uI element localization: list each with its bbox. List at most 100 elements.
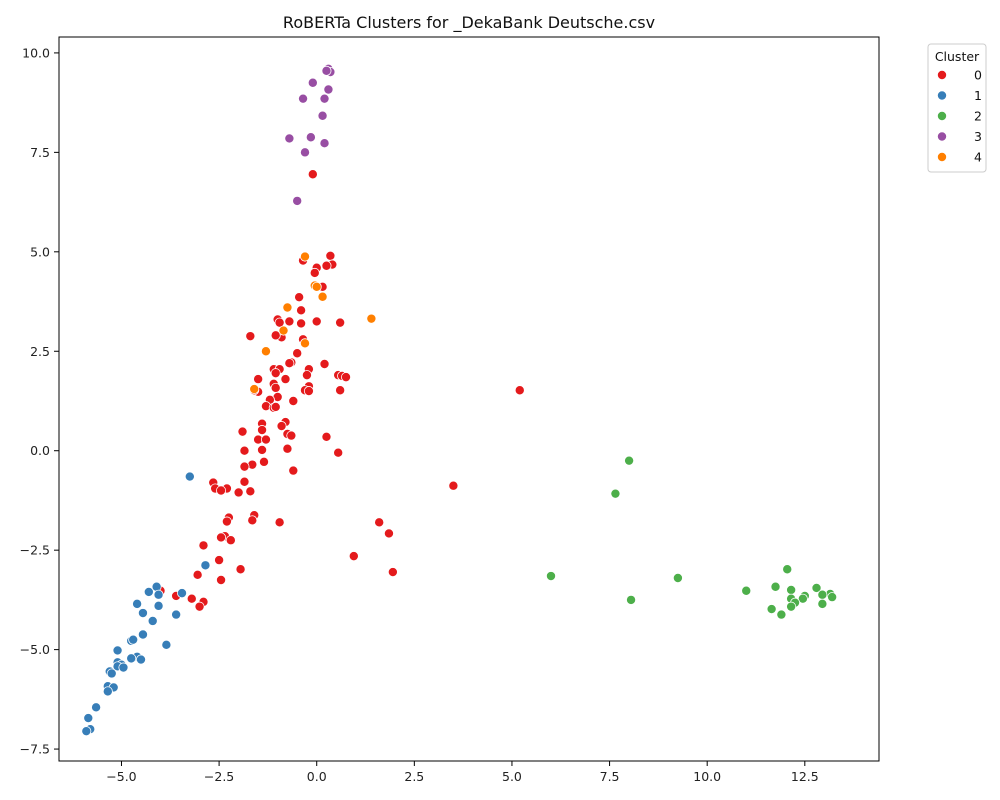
point-cluster-0-10 xyxy=(296,318,307,329)
point-cluster-0-28 xyxy=(270,368,281,379)
x-tick-label-1: −2.5 xyxy=(204,769,234,784)
legend-entries: 0 1 2 3 4 xyxy=(937,68,982,165)
legend-label-0: 0 xyxy=(974,68,982,83)
point-cluster-3-10 xyxy=(319,138,330,149)
point-cluster-0-47 xyxy=(270,401,281,412)
point-cluster-0-56 xyxy=(260,434,271,445)
chart-title: RoBERTa Clusters for _DekaBank Deutsche.… xyxy=(283,13,655,33)
point-cluster-0-51 xyxy=(257,425,268,436)
point-cluster-4-0 xyxy=(299,251,310,262)
legend-label-1: 1 xyxy=(974,88,982,103)
point-cluster-0-38 xyxy=(303,386,314,397)
point-cluster-4-7 xyxy=(299,338,310,349)
y-tick-label-4: 2.5 xyxy=(30,344,50,359)
point-cluster-0-61 xyxy=(333,447,344,458)
point-cluster-0-77 xyxy=(274,517,285,528)
point-cluster-1-13 xyxy=(128,634,139,645)
point-cluster-2-18 xyxy=(817,598,828,609)
legend: Cluster 0 1 2 3 4 xyxy=(927,43,987,173)
point-cluster-0-72 xyxy=(245,486,256,497)
point-cluster-0-80 xyxy=(225,535,236,546)
point-cluster-0-16 xyxy=(245,331,256,342)
point-cluster-0-31 xyxy=(340,372,351,383)
point-cluster-0-93 xyxy=(383,528,394,539)
point-cluster-1-28 xyxy=(91,702,102,713)
point-cluster-0-67 xyxy=(239,476,250,487)
point-cluster-2-15 xyxy=(817,589,828,600)
point-cluster-1-14 xyxy=(161,639,172,650)
point-cluster-2-1 xyxy=(610,488,621,499)
point-cluster-0-79 xyxy=(216,532,227,543)
point-cluster-0-11 xyxy=(284,316,295,327)
point-cluster-0-95 xyxy=(448,480,459,491)
point-cluster-2-2 xyxy=(546,571,557,582)
point-cluster-0-84 xyxy=(192,569,203,580)
point-cluster-0-15 xyxy=(335,317,346,328)
point-cluster-1-29 xyxy=(83,713,94,724)
point-cluster-4-8 xyxy=(260,346,271,357)
legend-marker-1 xyxy=(937,90,948,101)
point-cluster-0-50 xyxy=(276,421,287,432)
point-cluster-3-11 xyxy=(299,147,310,158)
y-tick-label-0: −7.5 xyxy=(20,742,50,757)
point-cluster-0-60 xyxy=(239,445,250,456)
x-tick-label-0: −5.0 xyxy=(106,769,136,784)
point-cluster-4-3 xyxy=(317,291,328,302)
point-cluster-0-85 xyxy=(216,575,227,586)
point-cluster-0-82 xyxy=(214,555,225,566)
point-cluster-0-89 xyxy=(194,601,205,612)
y-tick-label-5: 5.0 xyxy=(30,244,50,259)
point-cluster-2-3 xyxy=(672,573,683,584)
point-cluster-1-1 xyxy=(200,560,211,571)
point-cluster-2-5 xyxy=(741,585,752,596)
point-cluster-1-10 xyxy=(147,615,158,626)
point-cluster-2-14 xyxy=(827,592,838,603)
point-cluster-0-92 xyxy=(374,517,385,528)
point-cluster-0-23 xyxy=(319,358,330,369)
x-tick-label-7: 12.5 xyxy=(791,769,819,784)
point-cluster-3-12 xyxy=(292,195,303,206)
y-tick-label-3: 0.0 xyxy=(30,443,50,458)
point-cluster-2-20 xyxy=(776,609,787,620)
point-cluster-0-64 xyxy=(239,461,250,472)
point-cluster-0-18 xyxy=(270,330,281,341)
point-cluster-0-9 xyxy=(296,305,307,316)
y-tick-label-2: −2.5 xyxy=(20,543,50,558)
point-cluster-0-2 xyxy=(325,250,336,261)
point-cluster-0-94 xyxy=(387,567,398,578)
legend-label-3: 3 xyxy=(974,129,982,144)
point-cluster-0-13 xyxy=(274,317,285,328)
point-cluster-2-7 xyxy=(782,564,793,575)
point-cluster-1-15 xyxy=(112,645,123,656)
point-cluster-1-17 xyxy=(126,653,137,664)
point-cluster-2-12 xyxy=(797,593,808,604)
point-cluster-0-65 xyxy=(288,465,299,476)
point-cluster-2-4 xyxy=(626,594,637,605)
y-tick-label-6: 7.5 xyxy=(30,145,50,160)
point-cluster-1-7 xyxy=(153,600,164,611)
point-cluster-0-8 xyxy=(294,292,305,303)
point-cluster-0-20 xyxy=(292,348,303,359)
legend-label-4: 4 xyxy=(974,150,982,165)
point-cluster-0-53 xyxy=(286,430,297,441)
point-cluster-3-6 xyxy=(319,93,330,104)
point-cluster-0-62 xyxy=(258,456,269,467)
point-cluster-3-7 xyxy=(317,110,328,121)
point-cluster-0-74 xyxy=(247,515,258,526)
point-cluster-1-24 xyxy=(106,668,117,679)
point-cluster-3-5 xyxy=(298,93,309,104)
point-cluster-0-96 xyxy=(514,385,525,396)
point-cluster-2-17 xyxy=(786,601,797,612)
point-cluster-0-58 xyxy=(282,443,293,454)
point-cluster-0-27 xyxy=(301,370,312,381)
point-cluster-0-70 xyxy=(216,485,227,496)
point-cluster-0-32 xyxy=(253,374,264,385)
point-cluster-2-8 xyxy=(786,584,797,595)
point-cluster-3-8 xyxy=(305,132,316,143)
legend-marker-0 xyxy=(937,70,948,81)
point-cluster-2-0 xyxy=(624,455,635,466)
point-cluster-0-22 xyxy=(284,358,295,369)
point-cluster-3-3 xyxy=(307,77,318,88)
point-cluster-0-76 xyxy=(221,516,232,527)
